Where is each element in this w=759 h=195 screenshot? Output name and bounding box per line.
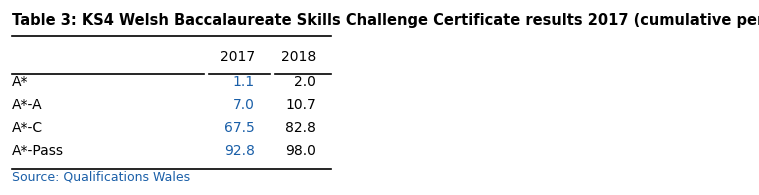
Text: A*-C: A*-C — [11, 121, 43, 135]
Text: 98.0: 98.0 — [285, 144, 316, 158]
Text: 7.0: 7.0 — [233, 98, 255, 112]
Text: 82.8: 82.8 — [285, 121, 316, 135]
Text: 10.7: 10.7 — [285, 98, 316, 112]
Text: A*-A: A*-A — [11, 98, 43, 112]
Text: A*-Pass: A*-Pass — [11, 144, 64, 158]
Text: Source: Qualifications Wales: Source: Qualifications Wales — [11, 171, 190, 184]
Text: A*: A* — [11, 75, 28, 89]
Text: 67.5: 67.5 — [224, 121, 255, 135]
Text: 2018: 2018 — [281, 50, 316, 64]
Text: 2017: 2017 — [220, 50, 255, 64]
Text: 2.0: 2.0 — [294, 75, 316, 89]
Text: Table 3: KS4 Welsh Baccalaureate Skills Challenge Certificate results 2017 (cumu: Table 3: KS4 Welsh Baccalaureate Skills … — [11, 13, 759, 28]
Text: 1.1: 1.1 — [233, 75, 255, 89]
Text: 92.8: 92.8 — [224, 144, 255, 158]
